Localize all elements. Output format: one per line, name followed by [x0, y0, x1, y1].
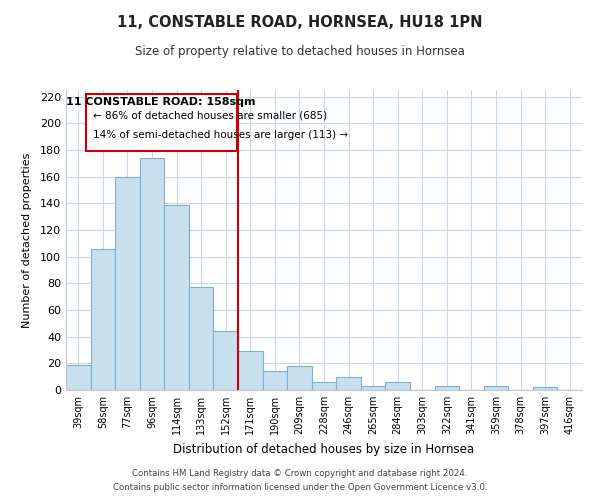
- Y-axis label: Number of detached properties: Number of detached properties: [22, 152, 32, 328]
- Bar: [484, 386, 508, 390]
- Bar: [434, 386, 459, 390]
- Bar: [115, 176, 140, 390]
- Bar: [533, 388, 557, 390]
- Bar: [238, 352, 263, 390]
- Bar: [385, 382, 410, 390]
- Text: 11, CONSTABLE ROAD, HORNSEA, HU18 1PN: 11, CONSTABLE ROAD, HORNSEA, HU18 1PN: [117, 15, 483, 30]
- Bar: [140, 158, 164, 390]
- Text: ← 86% of detached houses are smaller (685): ← 86% of detached houses are smaller (68…: [94, 111, 328, 121]
- Bar: [214, 332, 238, 390]
- Bar: [312, 382, 336, 390]
- Bar: [91, 248, 115, 390]
- Bar: [336, 376, 361, 390]
- Bar: [287, 366, 312, 390]
- FancyBboxPatch shape: [86, 94, 237, 152]
- X-axis label: Distribution of detached houses by size in Hornsea: Distribution of detached houses by size …: [173, 442, 475, 456]
- Text: 14% of semi-detached houses are larger (113) →: 14% of semi-detached houses are larger (…: [94, 130, 349, 140]
- Text: 11 CONSTABLE ROAD: 158sqm: 11 CONSTABLE ROAD: 158sqm: [67, 97, 256, 107]
- Bar: [164, 204, 189, 390]
- Text: Contains public sector information licensed under the Open Government Licence v3: Contains public sector information licen…: [113, 484, 487, 492]
- Bar: [361, 386, 385, 390]
- Text: Size of property relative to detached houses in Hornsea: Size of property relative to detached ho…: [135, 45, 465, 58]
- Bar: [189, 288, 214, 390]
- Bar: [66, 364, 91, 390]
- Bar: [263, 372, 287, 390]
- Text: Contains HM Land Registry data © Crown copyright and database right 2024.: Contains HM Land Registry data © Crown c…: [132, 468, 468, 477]
